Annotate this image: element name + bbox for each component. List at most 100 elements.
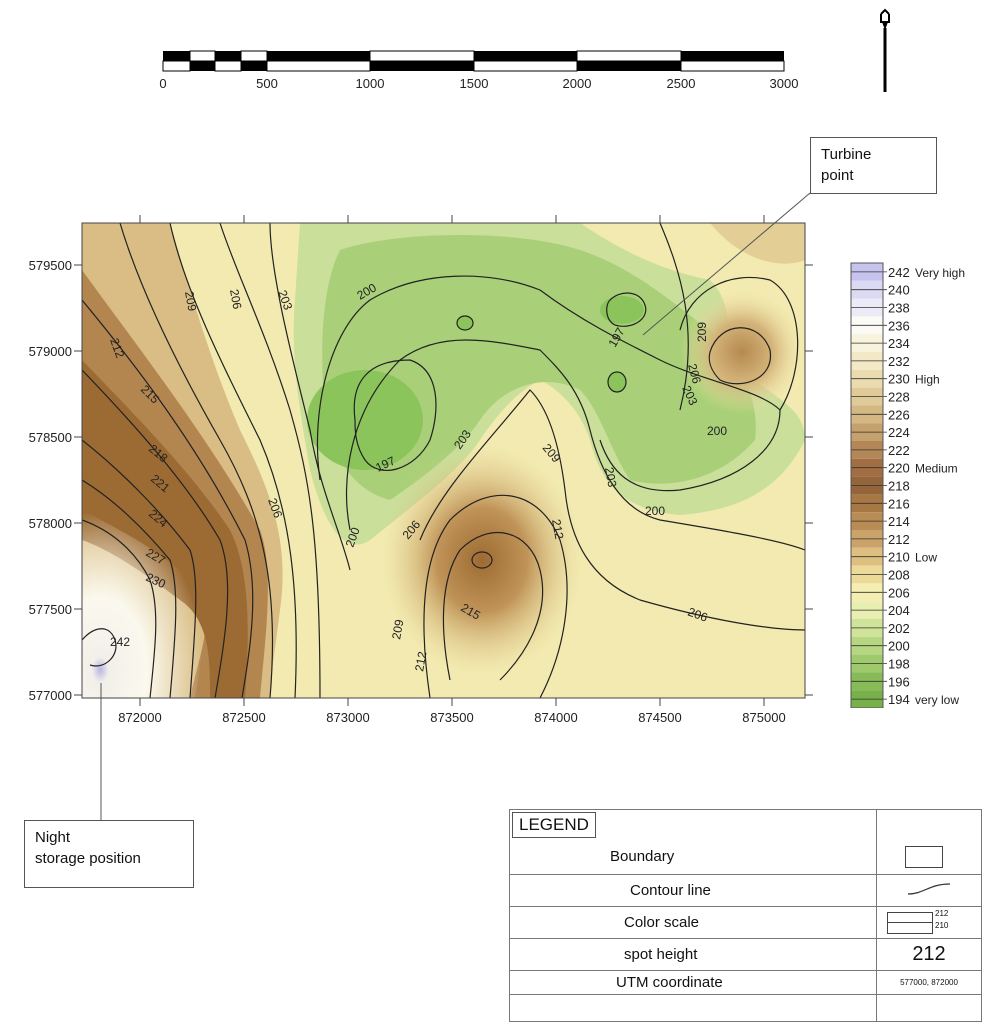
color-scale: 242 Very high 240 238 236 234 232 230 High 228 226… bbox=[850, 262, 965, 708]
color-scale-class-label: Low bbox=[915, 551, 937, 565]
contour-line-symbol-icon bbox=[907, 882, 951, 895]
color-scale-value: 238 bbox=[888, 301, 910, 316]
legend-label-spot-height: spot height bbox=[624, 946, 698, 963]
scale-label-3000: 3000 bbox=[770, 76, 799, 91]
contour-label: 206 bbox=[685, 362, 704, 385]
map-frame bbox=[81, 222, 806, 699]
contour-label: 206 bbox=[265, 496, 285, 520]
color-scale-value: 230 bbox=[888, 372, 910, 387]
y-tick-label: 578500 bbox=[29, 430, 72, 445]
color-scale-value: 196 bbox=[888, 674, 910, 689]
color-scale-value: 218 bbox=[888, 479, 910, 494]
color-scale-value: 194 bbox=[888, 692, 910, 707]
right-hill bbox=[680, 290, 804, 414]
legend-sample-utm: 577000, 872000 bbox=[876, 970, 982, 995]
night-storage-callout: Night storage position bbox=[24, 820, 194, 888]
contour-label: 212 bbox=[412, 650, 429, 672]
color-scale-value: 210 bbox=[888, 550, 910, 565]
brown-hill bbox=[382, 445, 582, 675]
contour-label: 200 bbox=[707, 424, 727, 438]
boundary-symbol-icon bbox=[905, 846, 943, 868]
y-tick-label: 577000 bbox=[29, 688, 72, 703]
contour-label: 209 bbox=[695, 322, 709, 342]
map-fill bbox=[82, 223, 805, 698]
y-tick-label: 579000 bbox=[29, 344, 72, 359]
color-scale-value: 242 bbox=[888, 265, 910, 280]
contour-label: 200 bbox=[343, 525, 363, 549]
color-scale-value: 220 bbox=[888, 461, 910, 476]
contour-label: 212 bbox=[549, 518, 566, 540]
legend-sample-empty bbox=[876, 994, 982, 1022]
contour-label: 203 bbox=[602, 466, 619, 488]
scale-label-1000: 1000 bbox=[356, 76, 385, 91]
color-scale-value: 206 bbox=[888, 585, 910, 600]
color-scale-sample-bottom: 210 bbox=[935, 921, 949, 930]
legend-table: LEGEND Boundary Contour line Color scale… bbox=[509, 809, 982, 1022]
color-scale-value: 198 bbox=[888, 657, 910, 672]
y-tick-label: 577500 bbox=[29, 602, 72, 617]
color-scale-class-label: Very high bbox=[915, 266, 965, 280]
scale-bar-segments bbox=[162, 50, 785, 72]
color-scale-value: 240 bbox=[888, 283, 910, 298]
legend-row-utm: UTM coordinate bbox=[509, 970, 877, 995]
legend-sample-contour bbox=[876, 874, 982, 907]
contour-map: 209 206 203 200 212 215 218 221 224 227 … bbox=[29, 215, 813, 725]
y-tick-label: 579500 bbox=[29, 258, 72, 273]
legend-row-contour: Contour line bbox=[509, 874, 877, 907]
legend-row-empty bbox=[509, 994, 877, 1022]
color-scale-value: 232 bbox=[888, 354, 910, 369]
color-scale-class-label: High bbox=[915, 373, 940, 387]
color-scale-value: 234 bbox=[888, 336, 910, 351]
color-scale-value: 236 bbox=[888, 318, 910, 333]
map-ticks bbox=[74, 215, 813, 706]
night-storage-line-2: storage position bbox=[35, 850, 141, 867]
legend-sample-color-scale: 212 210 bbox=[876, 906, 982, 939]
color-scale-class-label: very low bbox=[915, 693, 959, 707]
x-axis-labels: 872000 872500 873000 873500 874000 87450… bbox=[118, 710, 785, 725]
x-tick-label: 872500 bbox=[222, 710, 265, 725]
color-scale-class-label: Medium bbox=[915, 462, 958, 476]
color-scale-value: 226 bbox=[888, 407, 910, 422]
color-scale-sample-top: 212 bbox=[935, 909, 949, 918]
legend-label-color-scale: Color scale bbox=[624, 914, 700, 931]
x-tick-label: 872000 bbox=[118, 710, 161, 725]
color-scale-value: 200 bbox=[888, 639, 910, 654]
contour-label: 206 bbox=[686, 605, 710, 625]
color-scale-value: 204 bbox=[888, 603, 910, 618]
x-tick-label: 875000 bbox=[742, 710, 785, 725]
legend-label-contour: Contour line bbox=[630, 882, 711, 899]
contour-label: 209 bbox=[389, 618, 406, 640]
turbine-point-callout: Turbine point bbox=[810, 137, 937, 194]
color-scale-value: 224 bbox=[888, 425, 910, 440]
scale-label-2000: 2000 bbox=[563, 76, 592, 91]
night-storage-line-1: Night bbox=[35, 829, 71, 846]
contour-lines bbox=[82, 223, 805, 698]
color-scale-value: 202 bbox=[888, 621, 910, 636]
contour-label: 242 bbox=[110, 635, 130, 649]
color-scale-value: 222 bbox=[888, 443, 910, 458]
scale-label-1500: 1500 bbox=[460, 76, 489, 91]
color-scale-value: 214 bbox=[888, 514, 910, 529]
legend-row-boundary: LEGEND Boundary bbox=[509, 809, 877, 875]
y-axis-labels: 579500 579000 578500 578000 577500 57700… bbox=[29, 258, 72, 703]
color-scale-value: 208 bbox=[888, 568, 910, 583]
legend-title: LEGEND bbox=[512, 812, 596, 838]
x-tick-label: 873500 bbox=[430, 710, 473, 725]
scale-label-2500: 2500 bbox=[667, 76, 696, 91]
contour-label: 206 bbox=[227, 288, 244, 310]
color-scale-value: 212 bbox=[888, 532, 910, 547]
legend-label-boundary: Boundary bbox=[610, 848, 675, 865]
contour-label: 203 bbox=[275, 288, 295, 312]
legend-label-utm: UTM coordinate bbox=[616, 974, 723, 991]
color-scale-symbol-icon bbox=[887, 912, 933, 934]
scale-label-500: 500 bbox=[256, 76, 278, 91]
scale-bar: 0 500 1000 1500 2000 2500 3000 bbox=[159, 50, 799, 91]
legend-row-spot-height: spot height bbox=[509, 938, 877, 971]
contour-label: 212 bbox=[107, 336, 127, 360]
x-tick-label: 874000 bbox=[534, 710, 577, 725]
scale-label-0: 0 bbox=[159, 76, 166, 91]
color-scale-value: 216 bbox=[888, 496, 910, 511]
legend-row-color-scale: Color scale bbox=[509, 906, 877, 939]
contour-label: 209 bbox=[182, 290, 199, 312]
